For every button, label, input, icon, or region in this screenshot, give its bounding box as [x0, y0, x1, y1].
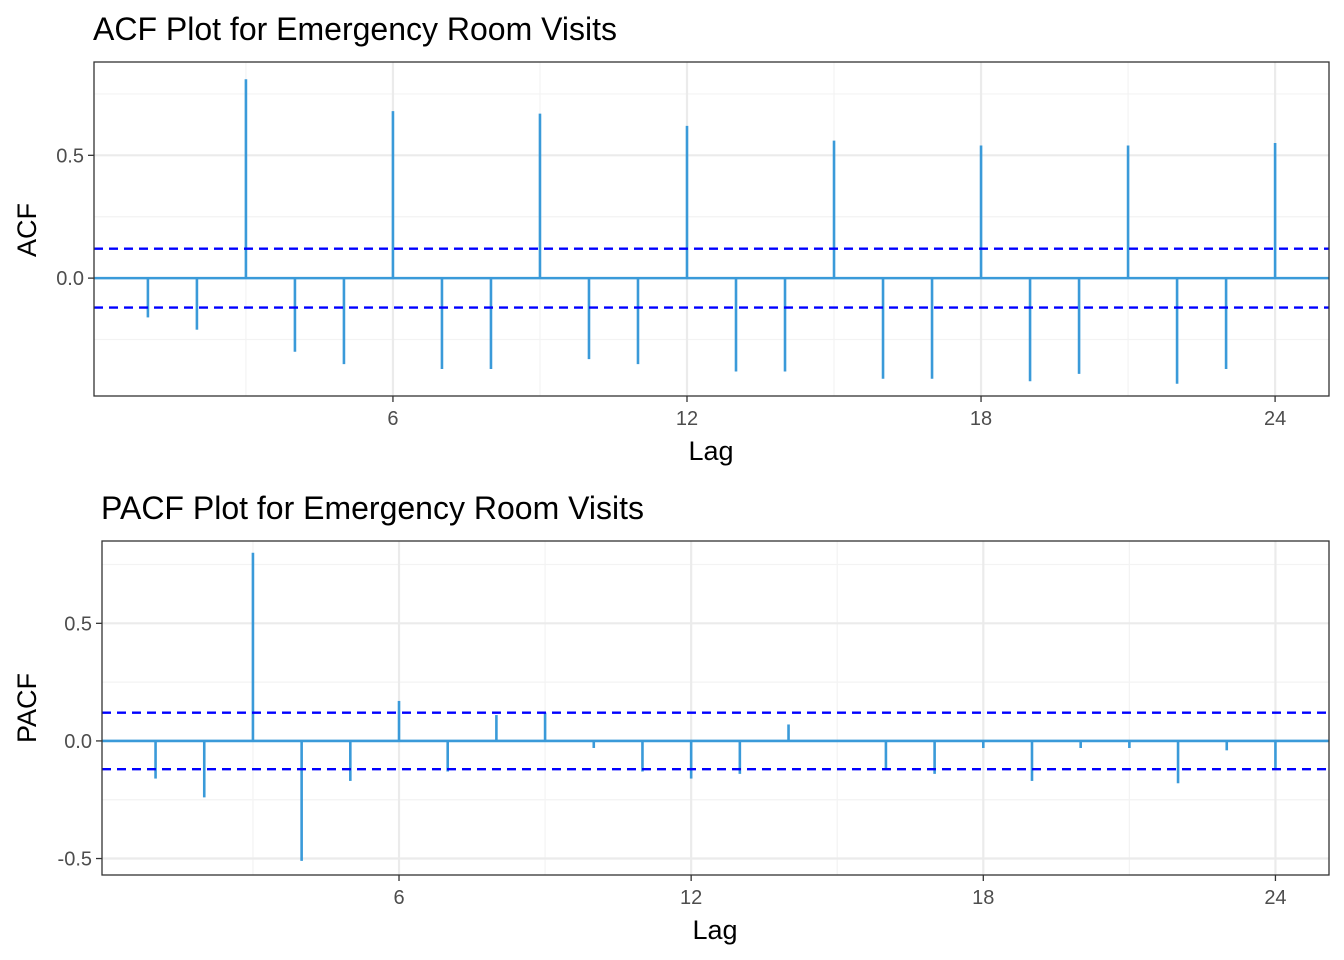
pacf-y-tick-label: 0.5 — [64, 613, 92, 635]
pacf-x-tick-label: 24 — [1264, 887, 1286, 909]
pacf-x-axis-title: Lag — [692, 915, 737, 945]
acf-chart-title: ACF Plot for Emergency Room Visits — [93, 11, 617, 47]
pacf-y-axis-title: PACF — [12, 673, 42, 743]
acf-x-tick-label: 12 — [676, 408, 698, 430]
acf-chart: ACF Plot for Emergency Room Visits 6 12 18… — [12, 11, 1330, 466]
acf-x-tick-label: 24 — [1264, 408, 1286, 430]
acf-x-tick-label: 18 — [970, 408, 992, 430]
pacf-x-tick-label: 12 — [680, 887, 702, 909]
pacf-x-tick-label: 6 — [393, 887, 404, 909]
acf-y-axis-title: ACF — [12, 203, 42, 257]
acf-y-tick-label: 0.5 — [56, 145, 84, 167]
acf-panel-background — [94, 62, 1329, 396]
pacf-panel-background — [102, 541, 1329, 875]
pacf-y-tick-label: -0.5 — [58, 849, 92, 871]
pacf-chart-title: PACF Plot for Emergency Room Visits — [101, 490, 644, 526]
pacf-panel-border — [101, 540, 1330, 876]
acf-y-tick-label: 0.0 — [56, 268, 84, 290]
pacf-chart: PACF Plot for Emergency Room Visits 6 12 1… — [12, 490, 1330, 945]
acf-x-tick-label: 6 — [387, 408, 398, 430]
acf-x-axis-title: Lag — [688, 436, 733, 466]
pacf-y-tick-label: 0.0 — [64, 731, 92, 753]
pacf-x-tick-label: 18 — [972, 887, 994, 909]
acf-panel-border — [93, 61, 1330, 397]
